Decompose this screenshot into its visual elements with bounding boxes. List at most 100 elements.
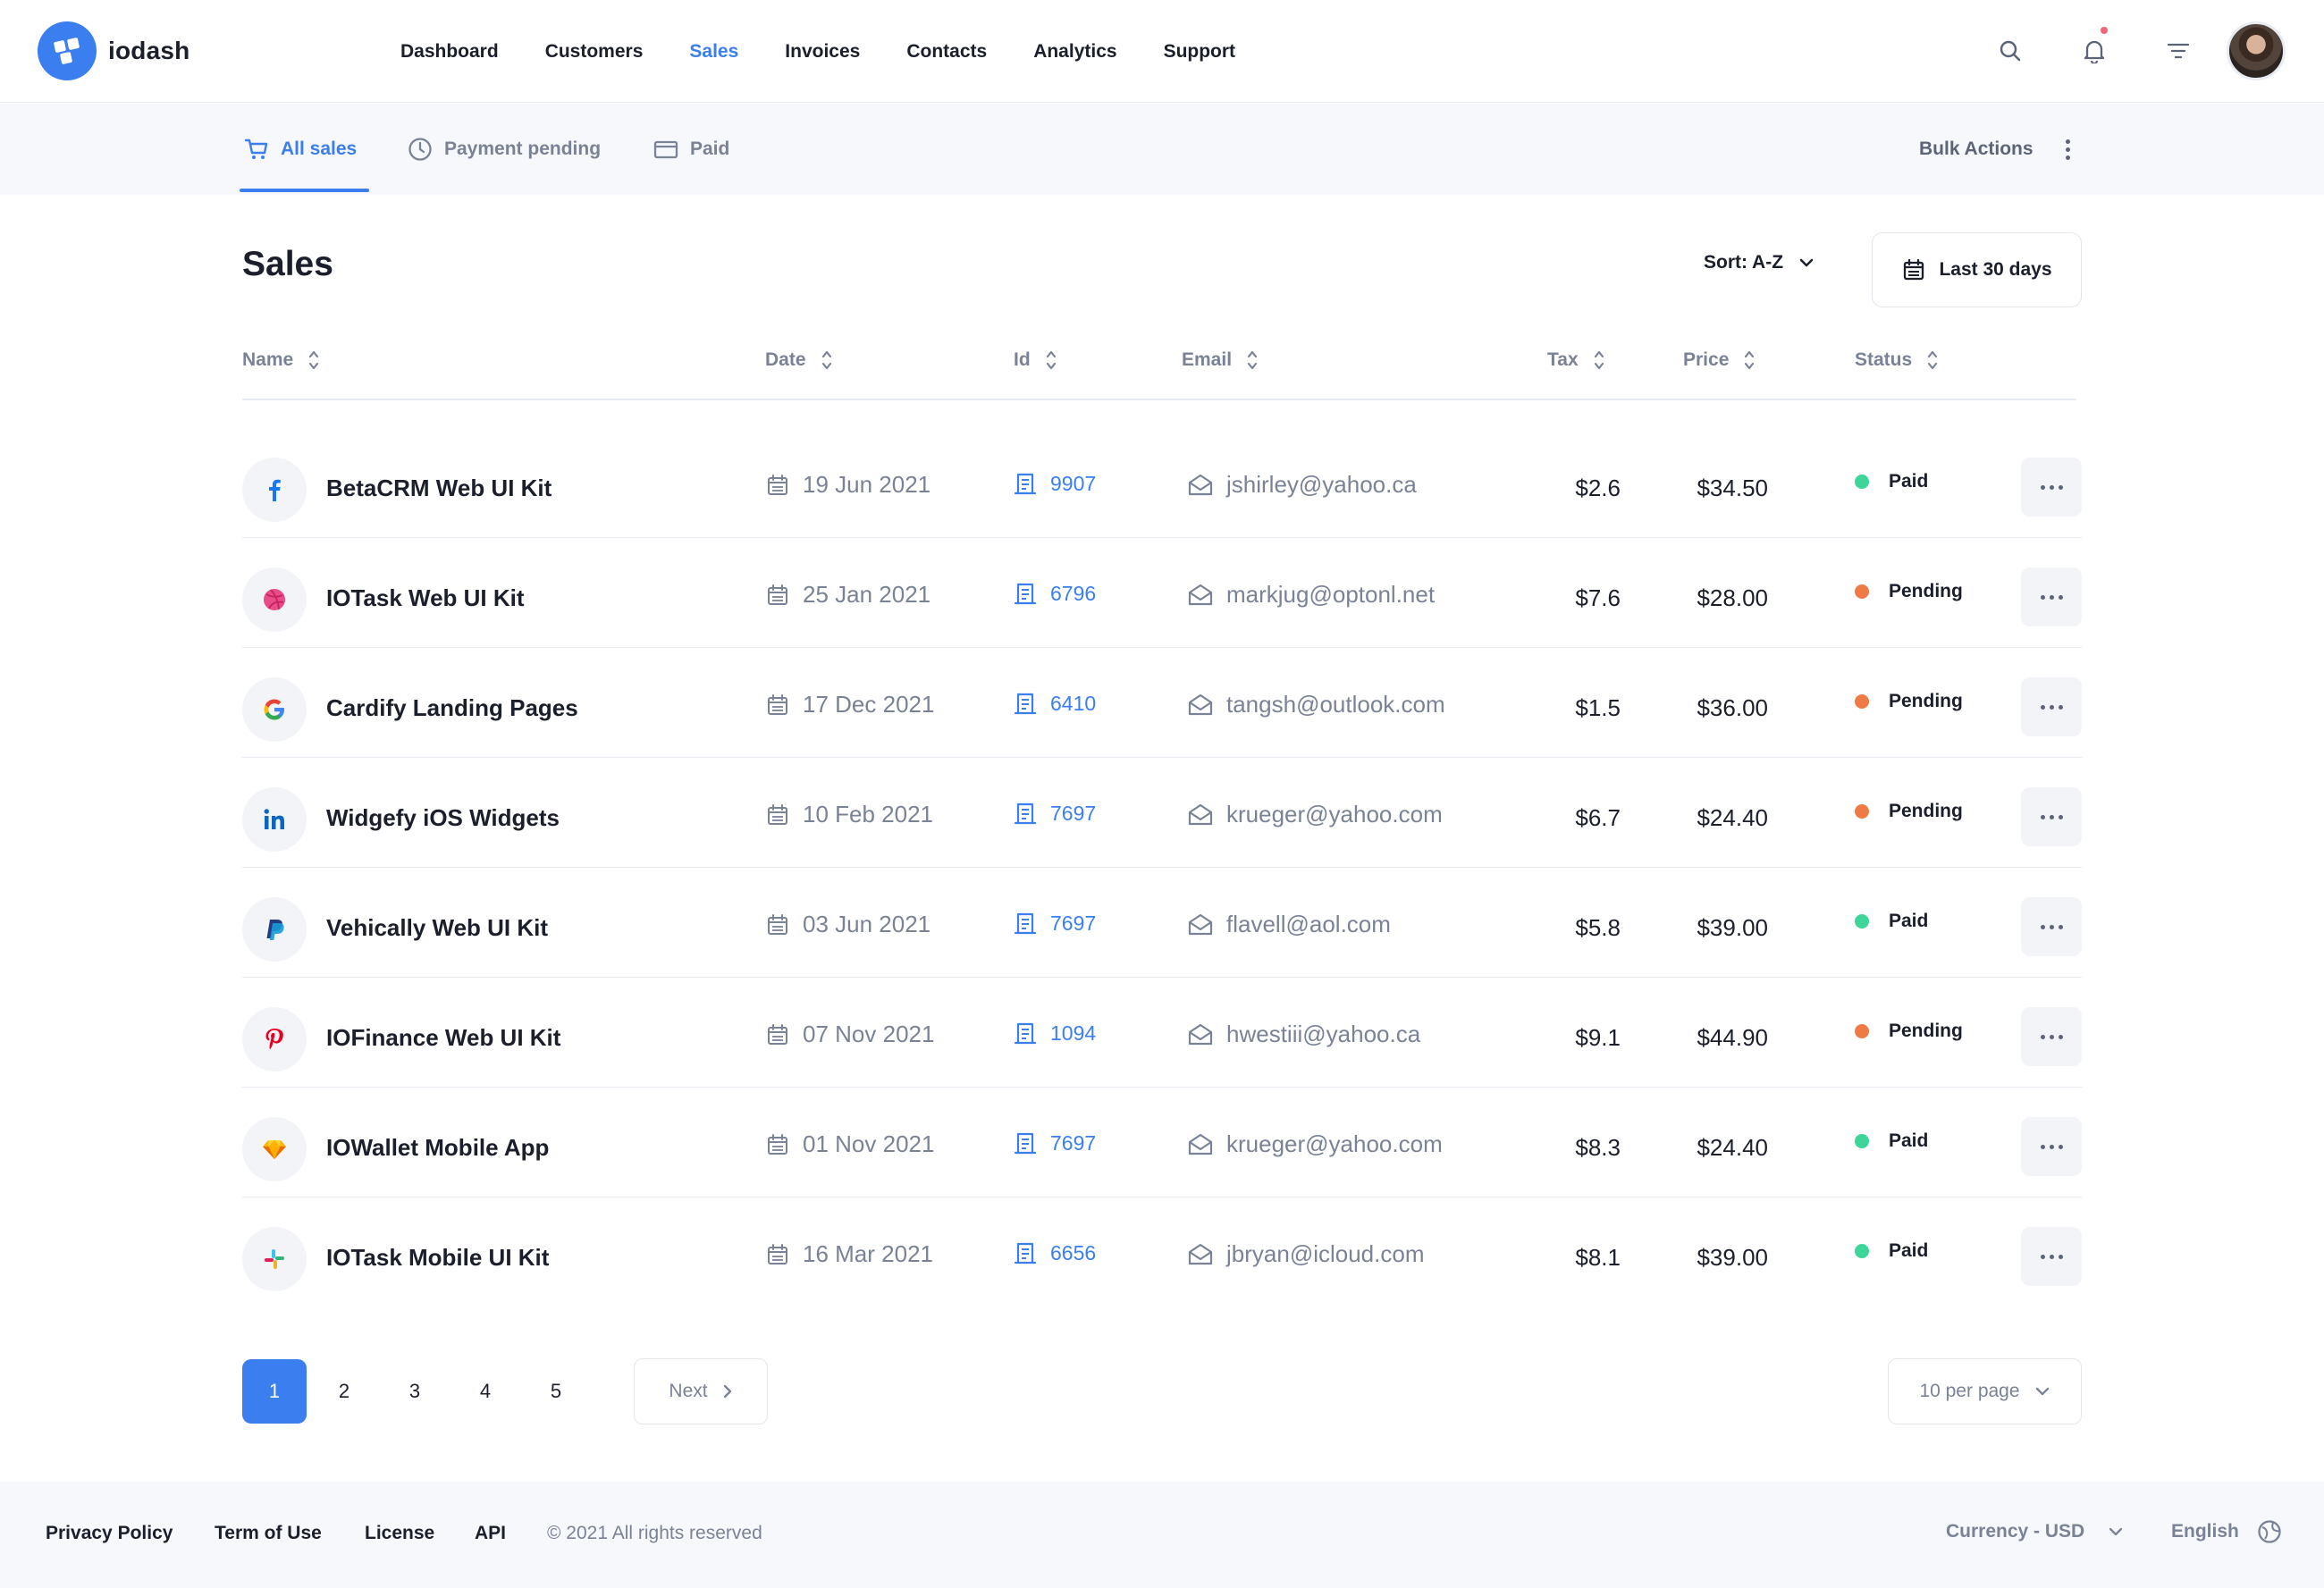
page-button-4[interactable]: 4 [479,1380,492,1402]
footer-terms-link[interactable]: Term of Use [215,1523,322,1543]
table-row[interactable]: BetaCRM Web UI Kit 19 Jun 2021 9907 jshirle… [242,428,2082,538]
footer-privacy-link[interactable]: Privacy Policy [46,1523,173,1543]
bulk-actions-button[interactable]: Bulk Actions [1919,139,2034,159]
currency-select[interactable]: Currency - USD [1946,1521,2124,1542]
next-page-button[interactable]: Next [634,1358,768,1424]
per-page-label: 10 per page [1919,1381,2020,1401]
tax-value: $7.6 [1575,584,1621,611]
nav-analytics[interactable]: Analytics [1033,40,1117,62]
currency-label: Currency - USD [1946,1521,2085,1542]
id-text: 6796 [1050,581,1097,605]
row-more-button[interactable] [2021,567,2082,626]
email-text: flavell@aol.com [1226,911,1391,937]
tax-value: $5.8 [1575,914,1621,941]
customer-email: markjug@optonl.net [1187,581,1435,609]
id-text: 9907 [1050,471,1097,495]
date-text: 25 Jan 2021 [803,581,931,608]
sale-id-link[interactable]: 6796 [1013,581,1096,606]
sale-id-link[interactable]: 7697 [1013,1130,1096,1155]
nav-contacts[interactable]: Contacts [906,40,988,62]
sale-id-link[interactable]: 6656 [1013,1240,1096,1265]
filter-icon[interactable] [2163,36,2193,66]
row-divider [242,866,2082,868]
column-header-date[interactable]: Date [765,349,833,372]
bell-icon[interactable] [2079,27,2109,66]
status-dot [1855,694,1869,709]
date-range-button[interactable]: Last 30 days [1872,232,2082,307]
mail-icon [1188,584,1213,605]
id-text: 7697 [1050,911,1097,935]
product-name: Cardify Landing Pages [326,694,578,721]
status-badge: Paid [1855,1240,1928,1262]
calendar-icon [768,1243,787,1265]
nav-sales[interactable]: Sales [689,40,739,62]
page-button-5[interactable]: 5 [550,1380,562,1402]
sale-id-link[interactable]: 9907 [1013,471,1096,496]
table-row[interactable]: Vehically Web UI Kit 03 Jun 2021 7697 flave… [242,868,2082,978]
tax-value: $1.5 [1575,694,1621,721]
table-row[interactable]: IOFinance Web UI Kit 07 Nov 2021 1094 hwest… [242,978,2082,1088]
footer-api-link[interactable]: API [475,1523,507,1543]
column-header-status[interactable]: Status [1855,349,1939,372]
column-header-tax[interactable]: Tax [1547,349,1605,372]
sale-id-link[interactable]: 1094 [1013,1021,1096,1046]
row-more-button[interactable] [2021,1007,2082,1066]
tab-payment-pending[interactable]: Payment pending [407,104,601,195]
row-more-button[interactable] [2021,677,2082,736]
row-more-button[interactable] [2021,1117,2082,1176]
sale-id-link[interactable]: 6410 [1013,691,1096,716]
logo[interactable]: iodash [38,21,189,80]
page-button-1[interactable]: 1 [242,1359,307,1424]
nav-invoices[interactable]: Invoices [785,40,861,62]
per-page-select[interactable]: 10 per page [1888,1358,2082,1424]
customer-email: jshirley@yahoo.ca [1187,471,1417,499]
row-more-button[interactable] [2021,787,2082,846]
status-text: Paid [1889,911,1929,931]
column-header-name[interactable]: Name [242,349,320,372]
row-more-button[interactable] [2021,1227,2082,1286]
tax-value: $2.6 [1575,475,1621,501]
row-divider [242,756,2082,758]
linkedin-icon [242,787,307,852]
invoice-icon [1014,1132,1037,1155]
table-row[interactable]: Cardify Landing Pages 17 Dec 2021 6410 tang… [242,648,2082,758]
table-row[interactable]: IOWallet Mobile App 01 Nov 2021 7697 kruege… [242,1088,2082,1197]
table-row[interactable]: IOTask Mobile UI Kit 16 Mar 2021 6656 jbrya… [242,1197,2082,1307]
nav-dashboard[interactable]: Dashboard [400,40,499,62]
tab-all-sales[interactable]: All sales [243,104,357,195]
price-value: $39.00 [1697,1244,1768,1271]
nav-customers[interactable]: Customers [544,40,644,62]
status-text: Pending [1889,691,1963,711]
tab-paid[interactable]: Paid [653,104,729,195]
row-more-button[interactable] [2021,897,2082,956]
sale-id-link[interactable]: 7697 [1013,911,1096,936]
tab-payment-pending-label: Payment pending [444,139,602,159]
email-text: hwestiii@yahoo.ca [1226,1021,1421,1047]
price-value: $24.40 [1697,1134,1768,1161]
more-vertical-icon[interactable] [2059,134,2076,164]
column-header-email[interactable]: Email [1182,349,1259,372]
sale-id-link[interactable]: 7697 [1013,801,1096,826]
column-header-id[interactable]: Id [1014,349,1057,372]
search-icon[interactable] [1995,36,2025,66]
nav-support[interactable]: Support [1163,40,1236,62]
table-row[interactable]: Widgefy iOS Widgets 10 Feb 2021 7697 kruege… [242,758,2082,868]
email-text: jbryan@icloud.com [1226,1240,1425,1267]
status-text: Paid [1889,1130,1929,1151]
chevron-right-icon [723,1384,731,1399]
row-more-button[interactable] [2021,458,2082,517]
globe-icon [2258,1520,2281,1543]
sort-dropdown[interactable]: Sort: A-Z [1704,252,1815,273]
date-text: 07 Nov 2021 [803,1021,935,1047]
footer-license-link[interactable]: License [365,1523,435,1543]
slack-icon [242,1227,307,1291]
column-header-price[interactable]: Price [1683,349,1756,372]
page-button-3[interactable]: 3 [408,1380,421,1402]
page-button-2[interactable]: 2 [338,1380,350,1402]
mail-icon [1188,913,1213,935]
language-select[interactable]: English [2171,1519,2282,1544]
table-row[interactable]: IOTask Web UI Kit 25 Jan 2021 6796 markjug@… [242,538,2082,648]
calendar-icon [768,474,787,495]
status-badge: Paid [1855,471,1928,492]
user-avatar[interactable] [2227,21,2286,80]
